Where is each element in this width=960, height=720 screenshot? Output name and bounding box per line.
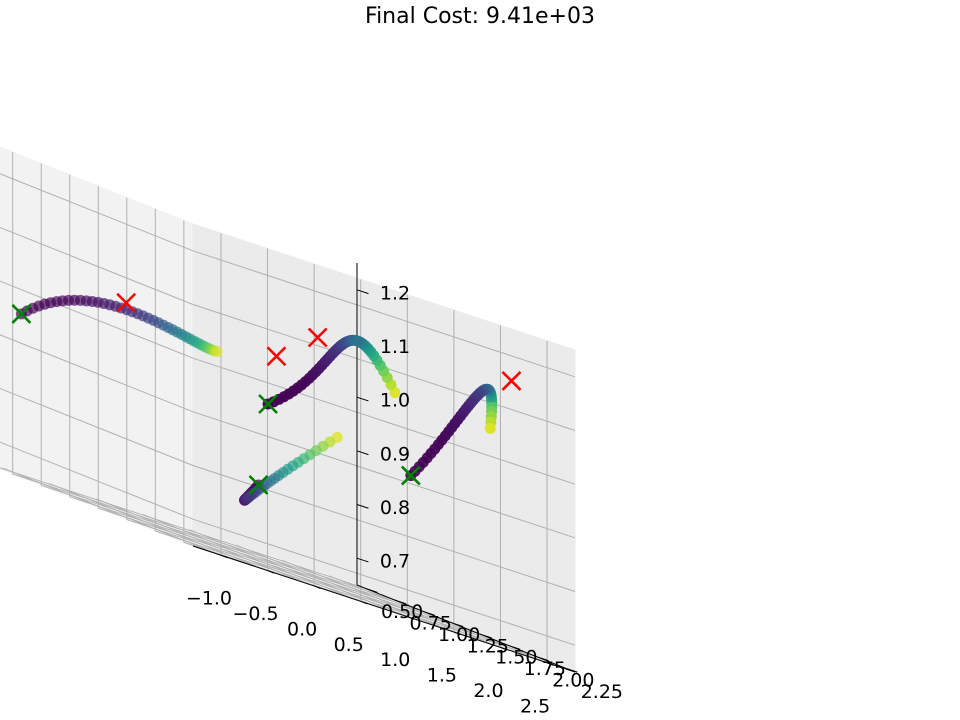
y-tick-mark: [423, 610, 435, 616]
y-tick-mark: [537, 656, 549, 662]
grid-line-z-left: [0, 334, 194, 413]
z-tick-mark: [356, 396, 369, 402]
x-axis-line: [192, 545, 576, 673]
z-tick-mark: [356, 504, 369, 509]
left-pane: [0, 146, 194, 547]
start-goal-markers: [11, 292, 522, 495]
x-tick-mark: [453, 631, 461, 636]
grid-line-y-floor: [69, 496, 452, 624]
grid-line-z-back: [192, 357, 576, 485]
z-tick-mark: [356, 450, 369, 456]
trajectory-point: [352, 335, 364, 347]
goal-marker-stroke-b: [266, 346, 287, 367]
grid-line-y-floor: [41, 484, 424, 612]
y-tick-mark: [480, 633, 492, 639]
x-tick-label: 1.0: [380, 649, 410, 671]
chart-title: Final Cost: 9.41e+03: [365, 4, 595, 29]
trajectory-point: [244, 490, 256, 502]
start-marker-stroke-b: [11, 304, 32, 324]
grid-line-z-left: [0, 173, 194, 252]
y-tick-mark: [565, 667, 578, 673]
x-tick-label: −1.0: [186, 588, 232, 610]
z-tick-label: 1.2: [380, 282, 410, 304]
x-tick-mark: [546, 662, 554, 666]
z-tick-label: 1.1: [380, 336, 410, 358]
start-marker-stroke-b: [400, 465, 421, 486]
grid-line-z-back: [192, 250, 576, 378]
grid-line-z-left: [0, 387, 194, 466]
x-tick-label: 2.5: [520, 695, 550, 717]
grid-line-z-left: [0, 226, 194, 305]
x-tick-label: 0.0: [287, 618, 317, 640]
y-tick-mark: [365, 588, 378, 593]
y-tick-label: 0.75: [410, 613, 452, 635]
x-tick-mark: [407, 616, 415, 620]
grid-line-z-left: [0, 441, 194, 520]
x-tick-label: 2.0: [473, 680, 503, 702]
z-tick-label: 0.8: [380, 497, 410, 519]
x-tick-label: −0.5: [232, 603, 278, 625]
y-tick-label: 1.25: [467, 635, 509, 657]
grid-line-y-floor: [0, 467, 367, 590]
grid-line-y-floor: [155, 530, 538, 658]
y-tick-label: 2.25: [581, 681, 623, 703]
z-tick-label: 0.7: [380, 551, 410, 573]
y-tick-mark: [508, 645, 521, 650]
x-tick-label: 0.5: [334, 634, 364, 656]
grid-line-y-floor: [12, 473, 395, 601]
axis-ticks: −1.0−0.50.00.51.01.52.02.50.500.751.001.…: [186, 282, 623, 717]
grid-line-y-floor: [98, 507, 481, 635]
grid-line-y-floor: [126, 519, 509, 647]
z-tick-label: 1.0: [380, 390, 410, 412]
y-tick-label: 2.00: [552, 669, 594, 691]
trajectory-point: [211, 346, 223, 358]
grid-line-z-back: [192, 411, 576, 539]
goal-marker-stroke-b: [501, 370, 522, 391]
trajectory-point: [484, 422, 496, 434]
x-tick-label: 1.5: [427, 665, 457, 687]
y-tick-label: 1.50: [495, 647, 537, 669]
x-tick-mark: [360, 600, 368, 605]
start-marker-stroke-b: [258, 394, 278, 414]
z-tick-mark: [356, 289, 369, 295]
y-tick-mark: [394, 599, 407, 605]
y-tick-label: 1.00: [438, 624, 480, 646]
x-tick-mark: [220, 554, 228, 559]
x-tick-mark: [267, 570, 275, 574]
goal-marker-stroke-b: [307, 327, 328, 348]
goal-marker-stroke-b: [116, 292, 137, 313]
z-tick-label: 0.9: [380, 443, 410, 465]
z-tick-mark: [356, 557, 369, 563]
y-tick-label: 1.75: [524, 658, 566, 680]
x-tick-mark: [500, 646, 508, 651]
trajectory-points: [15, 294, 498, 506]
grid-line-y-floor: [183, 541, 567, 669]
start-marker-stroke-b: [248, 475, 269, 495]
grid-line-z-back: [192, 518, 576, 646]
y-tick-mark: [451, 622, 464, 628]
grid-line-z-left: [0, 280, 194, 359]
x-tick-mark: [313, 585, 321, 590]
y-tick-label: 0.50: [381, 601, 423, 623]
